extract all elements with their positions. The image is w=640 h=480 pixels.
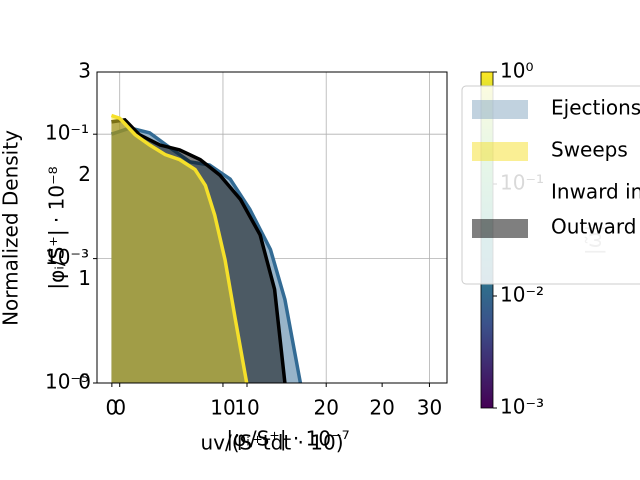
x-axis-label: uv/(S⁺tdt · 10) (200, 431, 343, 455)
colorbar-tick-label: 10⁰ (500, 59, 533, 83)
legend-swatch (472, 100, 528, 119)
x-tick-label: 0 (105, 396, 118, 420)
y-tick-label: 10⁻¹ (45, 121, 89, 145)
x-tick-label: 20 (313, 396, 338, 420)
plot-area (110, 113, 303, 383)
legend-label: Outward interactions (551, 215, 640, 239)
y-tick-label: 10⁻³ (45, 245, 89, 269)
line (110, 113, 249, 383)
legend-label: Ejections (551, 96, 640, 120)
legend-swatch (472, 142, 528, 161)
colorbar-tick-label: 10⁻³ (500, 395, 544, 419)
y-tick-label: 10⁻⁵ (45, 370, 89, 394)
x-tick-label: 0 (113, 396, 126, 420)
line (111, 118, 287, 383)
x-tick-label: 10 (210, 396, 235, 420)
x-tick-label: 10 (234, 396, 259, 420)
legend-label: Sweeps (551, 138, 628, 162)
colorbar-tick-label: 10⁻² (500, 283, 544, 307)
y-tick-label: 1 (78, 266, 91, 290)
x-tick-label: 30 (417, 396, 442, 420)
y-axis-label: Normalized Density (0, 130, 23, 326)
y-axis-label: |φᵢ/S⁺| · 10⁻⁸ (45, 166, 69, 289)
plot-frame (96, 71, 448, 384)
legend-label: Inward interactions (551, 180, 640, 204)
y-tick-label: 0 (78, 370, 91, 394)
y-tick-label: 2 (78, 162, 91, 186)
area (111, 115, 247, 383)
y-tick-label: 3 (78, 59, 91, 83)
x-axis-label: |φᵢ/S⁺| · 10⁻⁷ (226, 427, 349, 451)
legend-swatch (472, 219, 528, 238)
x-tick-label: 20 (369, 396, 394, 420)
